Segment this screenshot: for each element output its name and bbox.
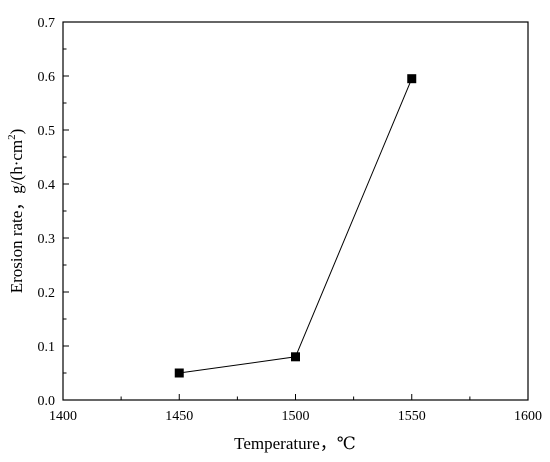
y-axis-title-main: Erosion rate，g/(h·cm [7,140,26,293]
x-tick-label: 1600 [514,409,542,424]
y-axis-title-superscript: 2 [6,134,18,140]
y-tick-label: 0.0 [38,394,56,409]
x-tick-label: 1550 [398,409,426,424]
y-axis-ticks: 0.0 0.1 0.2 0.3 0.4 0.5 0.6 0.7 [38,16,69,409]
x-tick-label: 1400 [49,409,77,424]
y-tick-label: 0.6 [38,70,56,85]
y-axis-title-close: ) [7,129,26,135]
data-point [174,368,184,378]
data-point [291,352,300,362]
y-tick-label: 0.3 [38,232,56,247]
y-tick-label: 0.5 [38,124,56,139]
y-tick-label: 0.7 [38,16,56,31]
series-group [174,74,417,378]
y-tick-label: 0.1 [38,340,56,355]
data-point [407,74,417,84]
x-axis-title: Temperature，℃ [234,434,356,453]
x-tick-label: 1500 [282,409,310,424]
y-tick-label: 0.4 [38,178,56,193]
plot-area [62,21,529,401]
x-tick-label: 1450 [165,409,193,424]
y-axis-title: Erosion rate，g/(h·cm2) [6,129,26,294]
x-axis-ticks: 1400 1450 1500 1550 1600 [49,394,542,424]
y-tick-label: 0.2 [38,286,56,301]
